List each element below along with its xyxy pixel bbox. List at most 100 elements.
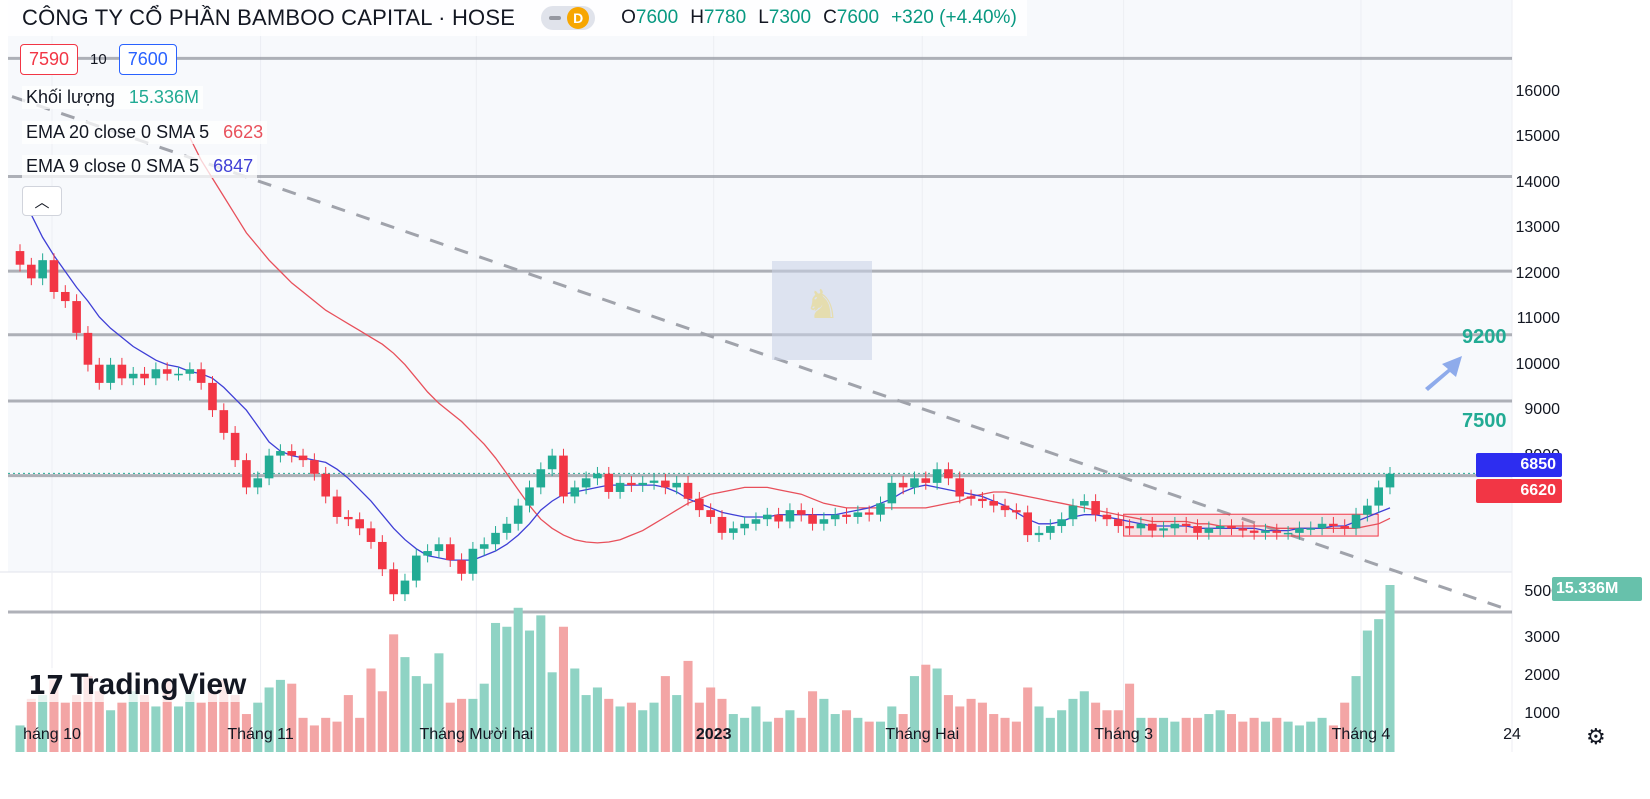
candle: [411, 555, 421, 581]
bull-watermark-icon: ♞: [804, 283, 840, 327]
indicator-ema9[interactable]: EMA 9 close 0 SMA 5 6847: [22, 155, 258, 178]
candle: [547, 455, 557, 470]
indicator-ema20[interactable]: EMA 20 close 0 SMA 5 6623: [22, 121, 268, 144]
sell-price-button[interactable]: 7590: [20, 44, 79, 75]
candle: [1306, 528, 1316, 530]
candle: [966, 496, 976, 499]
candle: [887, 482, 897, 504]
volume-bar: [1181, 717, 1191, 752]
volume-axis-tick: 1000: [1524, 705, 1560, 723]
candle: [1249, 530, 1259, 533]
interval-badge[interactable]: D: [541, 6, 596, 30]
ema20-price-tag: 6620: [1476, 479, 1562, 503]
volume-bar: [683, 660, 693, 752]
candle: [140, 373, 149, 379]
volume-bar: [672, 695, 682, 752]
candle: [378, 541, 387, 570]
watermark-logo: [772, 261, 872, 360]
volume-bar: [660, 676, 670, 752]
candle: [196, 369, 206, 383]
volume-bar: [411, 676, 421, 752]
quote-row: 7590 10 7600: [20, 44, 177, 75]
candle: [1351, 514, 1361, 529]
indicator-volume[interactable]: Khối lượng 15.336M: [22, 86, 203, 109]
candle: [796, 510, 806, 515]
candle: [479, 544, 489, 549]
volume-bar: [298, 717, 308, 752]
volume-bar: [196, 702, 206, 752]
interval-label: D: [567, 7, 590, 29]
volume-axis-tick: 2000: [1524, 667, 1560, 685]
candle: [593, 473, 602, 479]
time-axis-tick: Tháng Hai: [885, 726, 960, 743]
candle: [762, 514, 772, 520]
candle: [1295, 528, 1304, 533]
settings-gear-icon[interactable]: ⚙: [1586, 724, 1606, 749]
candle: [1204, 528, 1214, 533]
volume-bar: [60, 702, 70, 752]
candle: [695, 498, 704, 511]
ema20-line: [189, 137, 1391, 544]
chevron-up-icon: ︿: [34, 193, 50, 211]
volume-bar: [808, 691, 818, 752]
time-axis-tick: 2023: [695, 726, 732, 743]
volume-bar: [1328, 725, 1338, 752]
candle: [717, 516, 727, 533]
candle: [162, 369, 172, 374]
volume-bar: [694, 702, 704, 752]
ema9-price-tag: 6850: [1476, 453, 1562, 477]
time-axis-tick: háng 10: [23, 726, 81, 743]
volume-bar: [819, 698, 829, 752]
volume-bar: [1283, 721, 1293, 752]
candle: [842, 514, 851, 517]
volume-bar: [581, 695, 591, 752]
volume-bar: [570, 668, 580, 752]
volume-bar: [173, 706, 184, 752]
tradingview-logo[interactable]: 𝟭𝟳 TradingView: [24, 668, 251, 702]
volume-bar: [740, 717, 750, 752]
volume-bar: [162, 679, 172, 752]
volume-bar: [604, 698, 614, 752]
volume-bar: [230, 695, 240, 752]
volume-bar: [1034, 706, 1044, 752]
candle: [808, 514, 817, 524]
volume-bar: [943, 695, 953, 752]
price-axis-tick: 14000: [1515, 173, 1561, 191]
buy-price-button[interactable]: 7600: [118, 44, 177, 75]
volume-bar: [389, 634, 399, 752]
candle: [1238, 528, 1248, 531]
candle: [128, 373, 138, 379]
volume-bar: [264, 687, 274, 752]
time-axis-tick: Tháng 4: [1331, 726, 1391, 743]
candle: [1125, 526, 1134, 529]
candle: [445, 544, 455, 561]
candle: [83, 332, 93, 365]
candle: [423, 551, 432, 556]
collapse-legend-button[interactable]: ︿: [22, 186, 62, 216]
chart-header: CÔNG TY CỔ PHẦN BAMBOO CAPITAL · HOSE D …: [0, 0, 1027, 36]
candle: [60, 291, 70, 302]
candle: [1034, 532, 1044, 536]
ohlc-change: +320 (+4.40%): [891, 7, 1017, 28]
candle: [1012, 510, 1021, 513]
volume-bar: [864, 721, 874, 752]
volume-bar: [955, 706, 965, 752]
candle: [1159, 528, 1168, 531]
candle: [355, 519, 364, 529]
volume-bar: [547, 672, 557, 752]
volume-bar: [853, 717, 863, 752]
volume-bar: [1272, 717, 1282, 752]
candle: [1340, 526, 1350, 529]
volume-bar: [1079, 691, 1089, 752]
volume-bar: [1192, 717, 1203, 752]
volume-bar: [275, 679, 285, 752]
candle: [830, 514, 840, 520]
volume-bar: [94, 691, 104, 752]
candle: [604, 473, 614, 492]
candle: [1136, 523, 1146, 529]
candle: [49, 260, 59, 292]
candle: [276, 451, 285, 456]
candle: [1113, 519, 1123, 527]
volume-bar: [1249, 717, 1259, 752]
